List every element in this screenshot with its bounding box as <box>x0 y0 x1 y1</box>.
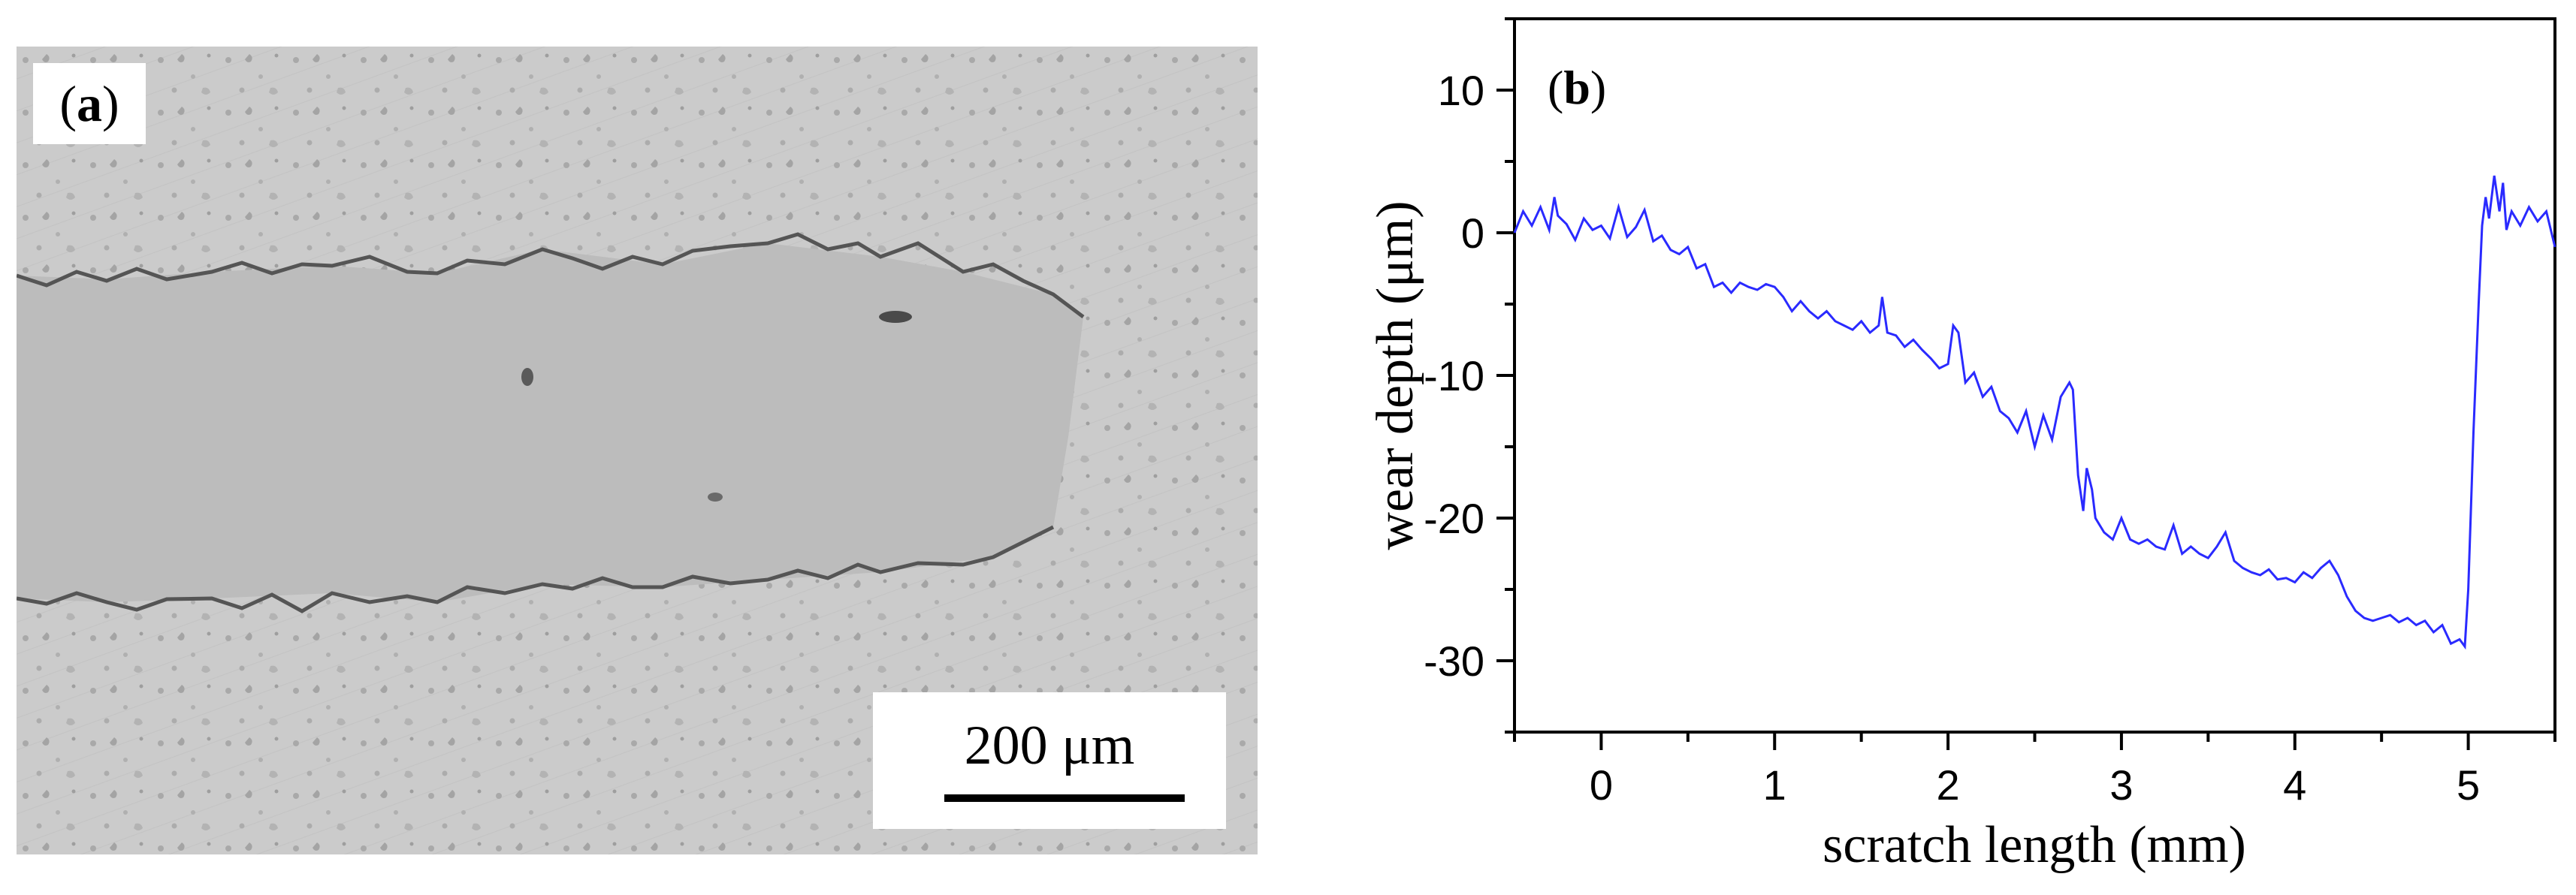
panel-b-label: (b) <box>1548 61 1606 114</box>
scale-bar: 200 μm <box>873 692 1226 829</box>
x-tick-label: 1 <box>1763 761 1786 809</box>
panel-b-label-close: ) <box>1590 61 1606 114</box>
plot-frame <box>1513 17 2556 734</box>
sem-image <box>17 47 1258 854</box>
wear-track-lower-edge <box>17 525 1055 613</box>
x-tick-label: 5 <box>2457 761 2480 809</box>
wear-depth-series-line <box>1513 175 2556 650</box>
y-axis-ticks: 10 0 -10 -20 -30 <box>1424 17 1514 734</box>
y-tick-label: 10 <box>1438 67 1484 114</box>
x-tick-label: 4 <box>2283 761 2306 809</box>
x-axis-title: scratch length (mm) <box>1823 816 2246 874</box>
x-axis-ticks: 0 1 2 3 4 5 <box>1513 732 2556 809</box>
panel-b-label-open: ( <box>1548 61 1563 114</box>
panel-b-label-letter: b <box>1563 61 1590 114</box>
x-tick-label: 2 <box>1937 761 1960 809</box>
wear-track-upper-edge <box>17 232 1085 318</box>
scale-bar-line <box>944 794 1185 802</box>
y-tick-label: -30 <box>1424 637 1484 685</box>
panel-a-label-open: ( <box>59 75 77 132</box>
sem-micrograph-panel: (a) 200 μm <box>17 47 1258 854</box>
scale-bar-text: 200 μm <box>964 715 1135 776</box>
wear-track <box>17 243 1083 602</box>
panel-a-label: (a) <box>33 63 146 144</box>
panel-a-label-close: ) <box>102 75 119 132</box>
y-tick-label: 0 <box>1461 209 1484 257</box>
panel-a-label-letter: a <box>77 75 102 132</box>
x-tick-label: 3 <box>2109 761 2133 809</box>
y-tick-label: -20 <box>1424 495 1484 542</box>
x-tick-label: 0 <box>1590 761 1613 809</box>
y-tick-label: -10 <box>1424 352 1484 399</box>
y-axis-title: wear depth (μm) <box>1367 200 1424 550</box>
wear-depth-chart: 10 0 -10 -20 -30 0 1 2 3 4 5 (b) scratch length (… <box>1367 17 2556 874</box>
wear-depth-chart-panel: 10 0 -10 -20 -30 0 1 2 3 4 5 (b) scratch length (… <box>1322 0 2576 895</box>
